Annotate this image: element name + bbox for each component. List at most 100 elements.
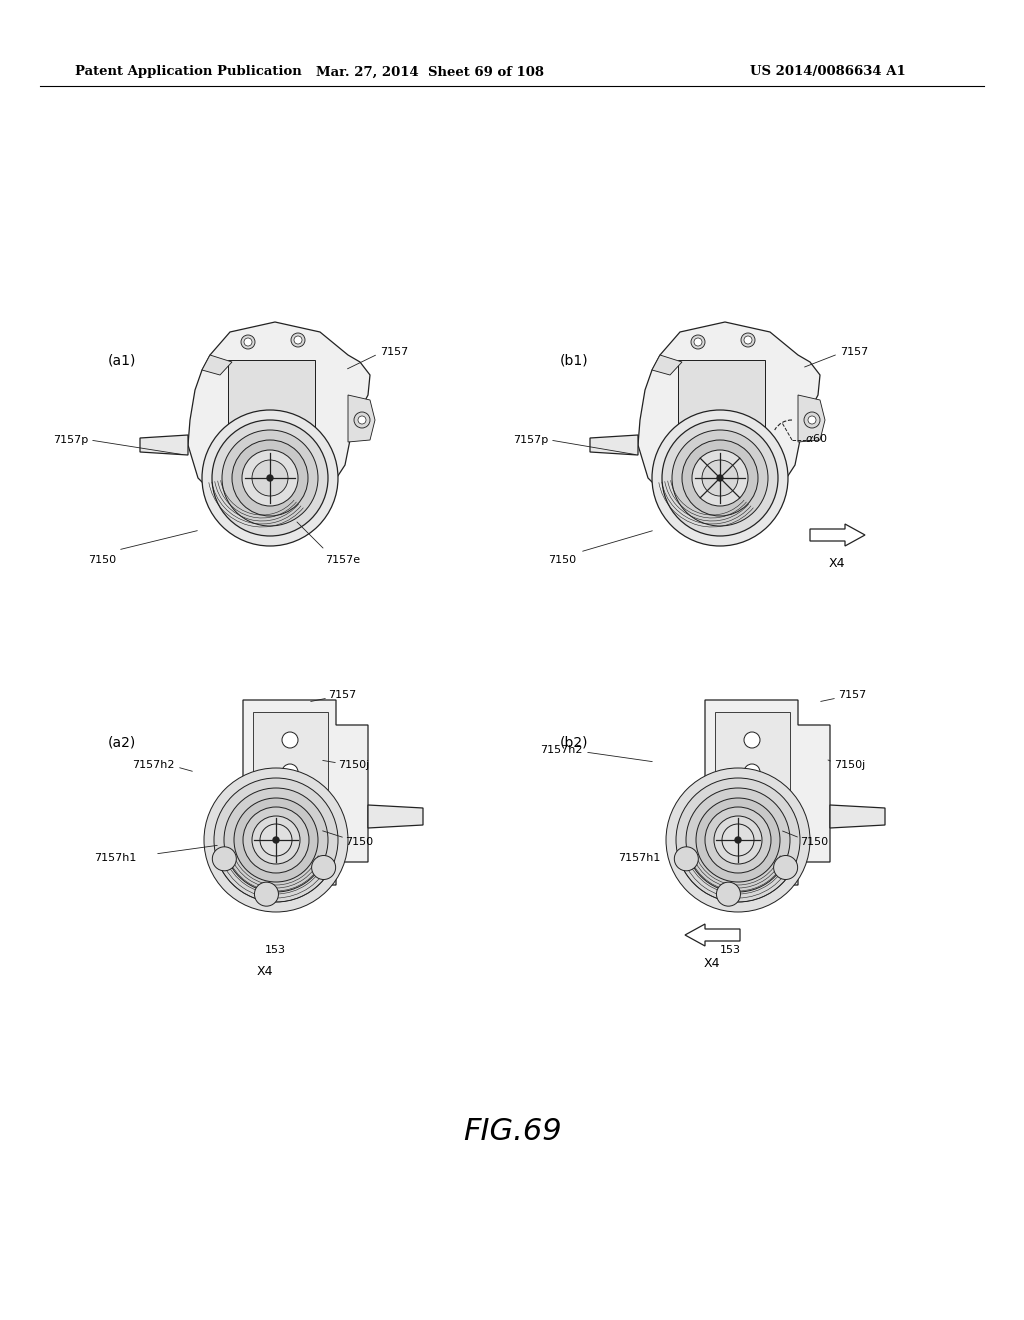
Text: 7157: 7157 — [838, 690, 866, 700]
Text: 7157: 7157 — [840, 347, 868, 356]
Polygon shape — [652, 355, 682, 375]
Polygon shape — [798, 395, 825, 442]
Circle shape — [675, 847, 698, 871]
Polygon shape — [590, 436, 638, 455]
Text: 7157h2: 7157h2 — [541, 744, 583, 755]
Text: (a1): (a1) — [108, 352, 136, 367]
Circle shape — [676, 777, 800, 902]
Circle shape — [234, 799, 318, 882]
Circle shape — [744, 337, 752, 345]
Circle shape — [717, 882, 740, 906]
Text: (b1): (b1) — [560, 352, 589, 367]
Circle shape — [744, 764, 760, 780]
Circle shape — [672, 430, 768, 525]
Polygon shape — [715, 711, 790, 851]
Circle shape — [282, 733, 298, 748]
Circle shape — [212, 847, 237, 871]
Circle shape — [714, 816, 762, 865]
Circle shape — [243, 807, 309, 873]
Circle shape — [694, 338, 702, 346]
Circle shape — [682, 440, 758, 516]
Circle shape — [808, 416, 816, 424]
Circle shape — [702, 459, 738, 496]
Text: 7150: 7150 — [345, 837, 373, 847]
Text: FIG.69: FIG.69 — [463, 1118, 561, 1147]
Circle shape — [662, 420, 778, 536]
Circle shape — [744, 797, 760, 813]
Text: 7157h1: 7157h1 — [618, 853, 660, 863]
Text: 7157h1: 7157h1 — [94, 853, 136, 863]
Circle shape — [282, 764, 298, 780]
Circle shape — [294, 337, 302, 345]
Circle shape — [241, 335, 255, 348]
Circle shape — [260, 824, 292, 855]
Text: 7150: 7150 — [548, 554, 577, 565]
Polygon shape — [188, 322, 370, 512]
Circle shape — [291, 333, 305, 347]
Text: 7150: 7150 — [88, 554, 116, 565]
Text: (a2): (a2) — [108, 735, 136, 748]
Text: Patent Application Publication: Patent Application Publication — [75, 66, 302, 78]
Circle shape — [242, 450, 298, 506]
Circle shape — [717, 475, 723, 480]
Circle shape — [666, 768, 810, 912]
Circle shape — [282, 797, 298, 813]
Text: 7157h2: 7157h2 — [132, 760, 175, 770]
FancyArrow shape — [685, 924, 740, 946]
Circle shape — [202, 411, 338, 546]
Text: 7157: 7157 — [380, 347, 409, 356]
Text: (b2): (b2) — [560, 735, 589, 748]
Circle shape — [735, 837, 741, 843]
Polygon shape — [348, 395, 375, 442]
Text: 7157e: 7157e — [325, 554, 360, 565]
FancyArrow shape — [810, 524, 865, 546]
Circle shape — [744, 733, 760, 748]
Polygon shape — [228, 360, 315, 459]
Polygon shape — [140, 436, 188, 455]
Circle shape — [686, 788, 790, 892]
Circle shape — [722, 824, 754, 855]
Circle shape — [204, 768, 348, 912]
Text: 153: 153 — [720, 945, 740, 954]
Circle shape — [692, 450, 748, 506]
Polygon shape — [678, 360, 765, 459]
Text: 7157p: 7157p — [513, 436, 548, 445]
Text: 7150j: 7150j — [834, 760, 865, 770]
Circle shape — [214, 777, 338, 902]
Text: Mar. 27, 2014  Sheet 69 of 108: Mar. 27, 2014 Sheet 69 of 108 — [316, 66, 544, 78]
Polygon shape — [243, 700, 368, 884]
Text: X4: X4 — [257, 965, 273, 978]
Text: 7157p: 7157p — [53, 436, 88, 445]
Circle shape — [224, 788, 328, 892]
Polygon shape — [253, 711, 328, 851]
Circle shape — [273, 837, 279, 843]
Circle shape — [244, 338, 252, 346]
Text: 7150: 7150 — [800, 837, 828, 847]
Text: X4: X4 — [828, 557, 845, 570]
Polygon shape — [705, 700, 830, 884]
Polygon shape — [830, 805, 885, 828]
Circle shape — [222, 430, 318, 525]
Circle shape — [773, 855, 798, 879]
Circle shape — [358, 416, 366, 424]
Circle shape — [691, 335, 705, 348]
Text: 7150j: 7150j — [338, 760, 370, 770]
Circle shape — [804, 412, 820, 428]
Circle shape — [267, 475, 273, 480]
Circle shape — [232, 440, 308, 516]
Polygon shape — [202, 355, 232, 375]
Circle shape — [252, 459, 288, 496]
Polygon shape — [368, 805, 423, 828]
Circle shape — [254, 882, 279, 906]
Circle shape — [741, 333, 755, 347]
Circle shape — [252, 816, 300, 865]
Text: 7157: 7157 — [328, 690, 356, 700]
Text: US 2014/0086634 A1: US 2014/0086634 A1 — [750, 66, 906, 78]
Text: $\alpha$60: $\alpha$60 — [805, 432, 827, 444]
Text: X4: X4 — [703, 957, 720, 970]
Circle shape — [212, 420, 328, 536]
Circle shape — [705, 807, 771, 873]
Circle shape — [354, 412, 370, 428]
Circle shape — [696, 799, 780, 882]
Text: 153: 153 — [264, 945, 286, 954]
